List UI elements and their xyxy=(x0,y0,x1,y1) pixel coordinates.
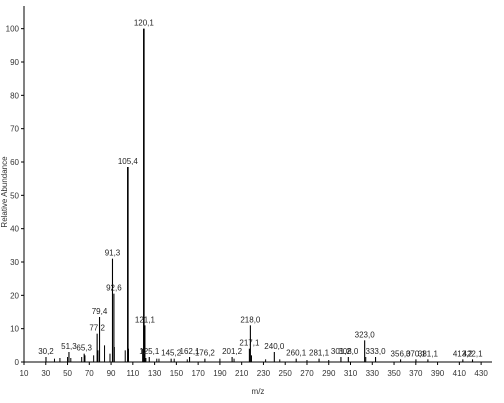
peak-label: 92,6 xyxy=(106,284,122,293)
y-tick-label: 100 xyxy=(6,25,20,34)
peak-label: 308,0 xyxy=(338,347,359,356)
peak-label: 240,0 xyxy=(264,342,285,351)
y-tick-label: 50 xyxy=(10,191,19,200)
x-tick-label: 130 xyxy=(148,369,162,378)
x-tick-label: 210 xyxy=(235,369,249,378)
peak-label: 218,0 xyxy=(240,315,261,324)
y-tick-label: 20 xyxy=(10,291,19,300)
x-tick-label: 350 xyxy=(387,369,401,378)
peak-label: 30,2 xyxy=(38,347,54,356)
peak-label: 413,2 xyxy=(453,349,474,358)
peak-label: 121,1 xyxy=(135,315,156,324)
peak-label: 105,4 xyxy=(118,157,139,166)
peak-label: 77,2 xyxy=(89,324,105,333)
peak-label: 65,3 xyxy=(76,344,92,353)
y-tick-label: 40 xyxy=(10,225,19,234)
x-tick-label: 190 xyxy=(213,369,227,378)
peak-label: 162,1 xyxy=(180,347,201,356)
x-tick-label: 150 xyxy=(170,369,184,378)
peak-label: 201,2 xyxy=(222,347,243,356)
peak-label: 333,0 xyxy=(366,347,387,356)
x-tick-label: 290 xyxy=(322,369,336,378)
peak-label: 51,3 xyxy=(61,342,77,351)
x-tick-label: 110 xyxy=(126,369,139,378)
x-tick-label: 430 xyxy=(474,369,488,378)
peak-label: 217,1 xyxy=(239,339,260,348)
peak-label: 381,1 xyxy=(418,349,439,358)
x-tick-label: 50 xyxy=(63,369,72,378)
peak-label: 79,4 xyxy=(92,307,108,316)
x-tick-label: 390 xyxy=(431,369,445,378)
peak-label: 301,2 xyxy=(331,347,352,356)
peak-label: 281,1 xyxy=(309,349,330,358)
peak-label: 356,0 xyxy=(391,349,412,358)
x-tick-label: 90 xyxy=(107,369,116,378)
y-tick-label: 90 xyxy=(10,58,19,67)
x-axis-title: m/z xyxy=(252,387,265,396)
peak-label: 422,1 xyxy=(463,349,484,358)
x-tick-label: 30 xyxy=(41,369,50,378)
x-tick-label: 250 xyxy=(279,369,293,378)
peak-label: 260,1 xyxy=(286,349,307,358)
y-tick-label: 80 xyxy=(10,91,19,100)
peak-label: 125,1 xyxy=(139,347,160,356)
x-tick-label: 370 xyxy=(409,369,423,378)
peak-label: 176,2 xyxy=(195,349,216,358)
x-tick-label: 70 xyxy=(85,369,94,378)
x-tick-label: 270 xyxy=(300,369,314,378)
peak-label: 323,0 xyxy=(355,330,376,339)
x-tick-label: 410 xyxy=(453,369,467,378)
y-tick-label: 10 xyxy=(10,325,19,334)
y-tick-label: 60 xyxy=(10,158,19,167)
y-tick-label: 70 xyxy=(10,125,19,134)
y-axis-title: Relative Abundance xyxy=(0,156,9,228)
x-tick-label: 310 xyxy=(344,369,358,378)
peak-label: 120,1 xyxy=(134,19,155,28)
x-tick-label: 330 xyxy=(366,369,380,378)
y-tick-label: 0 xyxy=(15,358,20,367)
x-tick-label: 230 xyxy=(257,369,271,378)
peak-label: 145,2 xyxy=(161,349,182,358)
y-tick-label: 30 xyxy=(10,258,19,267)
peak-label: 370,1 xyxy=(406,349,427,358)
x-tick-label: 170 xyxy=(191,369,205,378)
peak-label: 91,3 xyxy=(105,249,121,258)
x-tick-label: 10 xyxy=(20,369,29,378)
